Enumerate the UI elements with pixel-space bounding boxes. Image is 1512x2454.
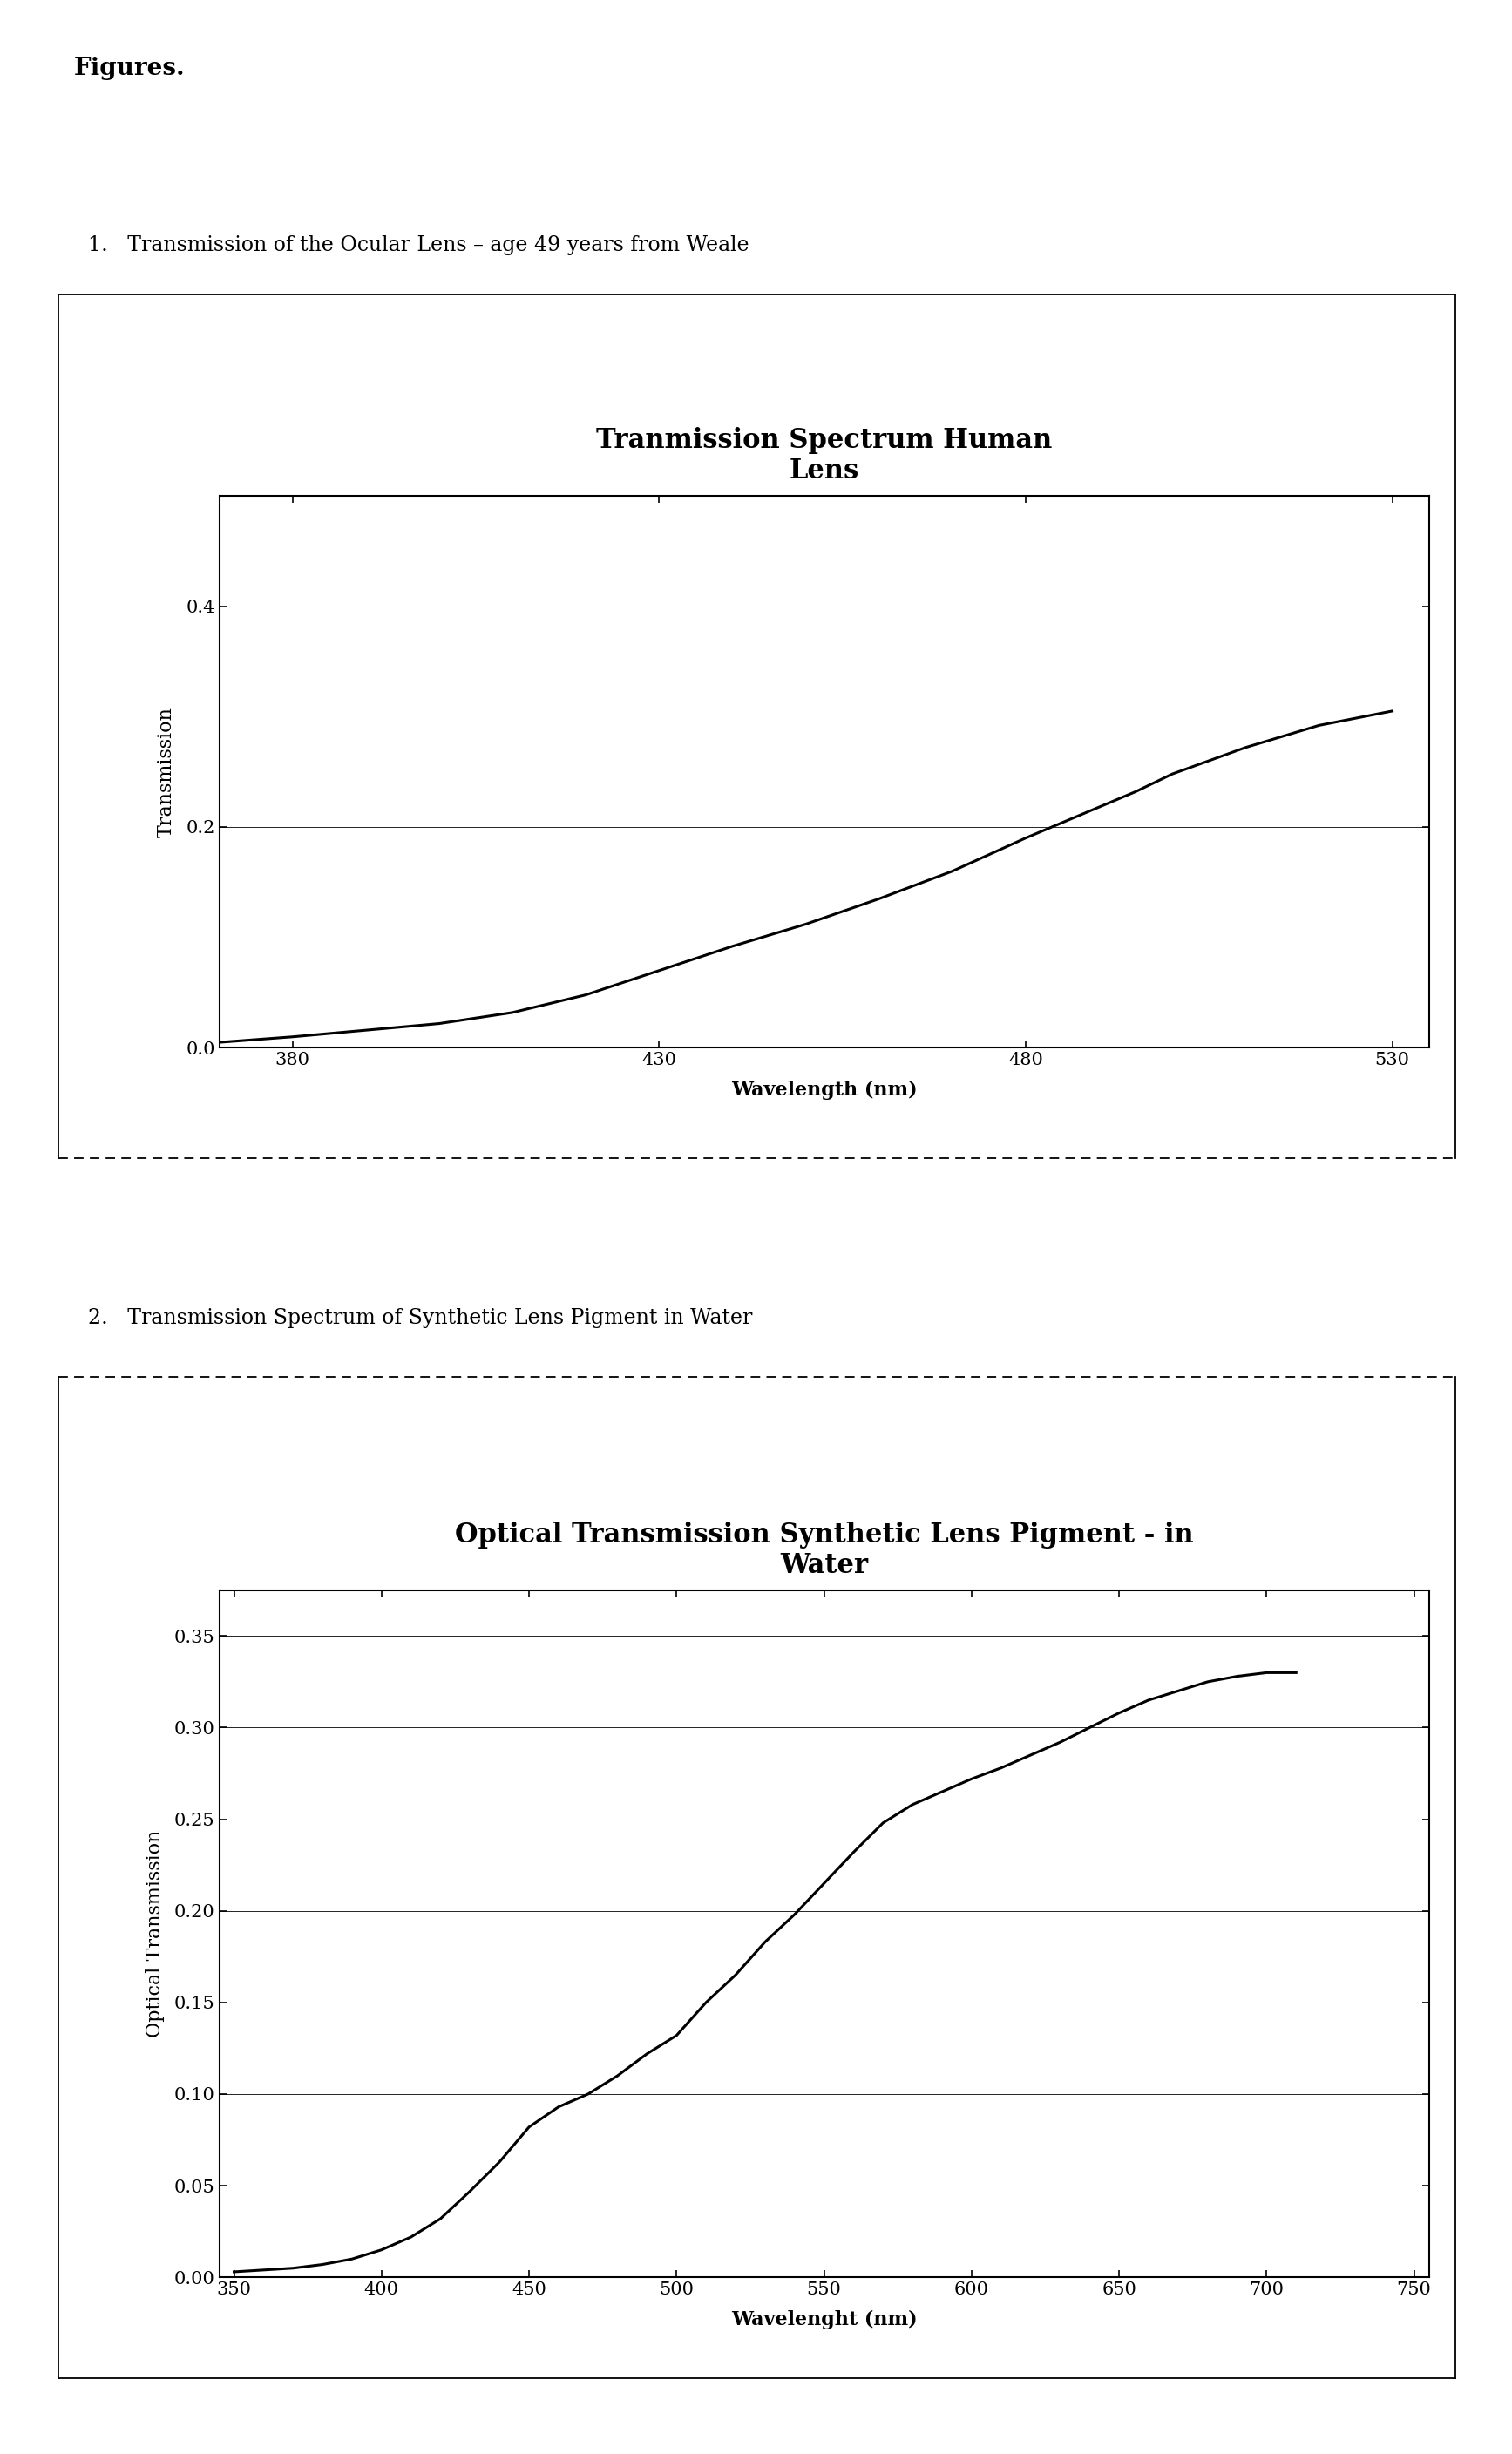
- Y-axis label: Optical Transmission: Optical Transmission: [145, 1831, 165, 2037]
- Text: 1.   Transmission of the Ocular Lens – age 49 years from Weale: 1. Transmission of the Ocular Lens – age…: [88, 236, 748, 255]
- Title: Optical Transmission Synthetic Lens Pigment - in
Water: Optical Transmission Synthetic Lens Pigm…: [455, 1521, 1193, 1580]
- X-axis label: Wavelength (nm): Wavelength (nm): [730, 1080, 918, 1099]
- Text: Figures.: Figures.: [74, 56, 186, 81]
- X-axis label: Wavelenght (nm): Wavelenght (nm): [730, 2309, 918, 2329]
- Title: Tranmission Spectrum Human
Lens: Tranmission Spectrum Human Lens: [596, 427, 1052, 486]
- Text: 2.   Transmission Spectrum of Synthetic Lens Pigment in Water: 2. Transmission Spectrum of Synthetic Le…: [88, 1308, 751, 1328]
- Y-axis label: Transmission: Transmission: [157, 707, 175, 837]
